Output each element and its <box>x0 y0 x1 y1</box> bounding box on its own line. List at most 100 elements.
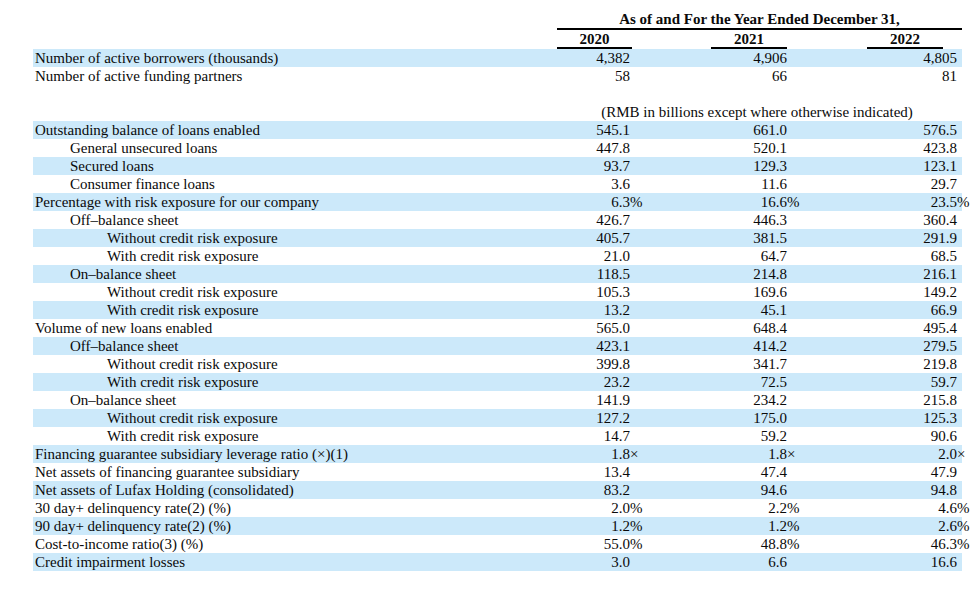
table-row: With credit risk exposure23.272.559.7 <box>33 373 962 391</box>
year-column-header-2020-cell: 2020 <box>557 30 630 49</box>
table-header-years-row: 2020 2021 2022 <box>33 30 962 49</box>
table-row: Net assets of Lufax Holding (consolidate… <box>33 481 962 499</box>
value-2020: 565.0 <box>557 319 630 337</box>
row-label: Credit impairment losses <box>33 553 557 571</box>
table-row: Secured loans93.7129.3123.1 <box>33 157 962 175</box>
row-label: Consumer finance loans <box>33 175 557 193</box>
value-2022: 29.7 <box>787 175 957 193</box>
period-header: As of and For the Year Ended December 31… <box>557 11 962 30</box>
row-label: Net assets of financing guarantee subsid… <box>33 463 557 481</box>
value-2020: 13.2 <box>557 301 630 319</box>
value-2021: 2.2% <box>630 499 787 517</box>
row-label: With credit risk exposure <box>33 427 557 445</box>
unit-note: (RMB in billions except where otherwise … <box>557 103 957 121</box>
value-2020: 545.1 <box>557 121 630 139</box>
value-2020: 3.6 <box>557 175 630 193</box>
table-row: General unsecured loans447.8520.1423.8 <box>33 139 962 157</box>
value-2021: 1.2% <box>630 517 787 535</box>
value-2020: 1.2% <box>557 517 630 535</box>
value-2020: 93.7 <box>557 157 630 175</box>
value-2021: 6.6 <box>630 553 787 571</box>
value-2021: 446.3 <box>630 211 787 229</box>
table-row: Off–balance sheet426.7446.3360.4 <box>33 211 962 229</box>
value-2022: 59.7 <box>787 373 957 391</box>
row-label: 30 day+ delinquency rate(2) (%) <box>33 499 557 517</box>
row-label: With credit risk exposure <box>33 373 557 391</box>
year-column-header-2022-cell: 2022 <box>787 30 962 49</box>
value-2020: 3.0 <box>557 553 630 571</box>
table-row: Financing guarantee subsidiary leverage … <box>33 445 962 463</box>
table-header-period-row: As of and For the Year Ended December 31… <box>33 11 962 30</box>
value-2021: 1.8× <box>630 445 787 463</box>
value-2020: 14.7 <box>557 427 630 445</box>
row-label: Outstanding balance of loans enabled <box>33 121 557 139</box>
value-2022: 215.8 <box>787 391 957 409</box>
value-2020: 58 <box>557 67 630 85</box>
value-2022: 423.8 <box>787 139 957 157</box>
value-2022: 2.6% <box>787 517 957 535</box>
value-2021: 169.6 <box>630 283 787 301</box>
row-label: Without credit risk exposure <box>33 409 557 427</box>
table-row: With credit risk exposure13.245.166.9 <box>33 301 962 319</box>
value-2021: 47.4 <box>630 463 787 481</box>
value-2020: 399.8 <box>557 355 630 373</box>
row-label: Cost-to-income ratio(3) (%) <box>33 535 557 553</box>
table-row: Number of active funding partners586681 <box>33 67 962 85</box>
value-2022: 94.8 <box>787 481 957 499</box>
table-row: With credit risk exposure14.759.290.6 <box>33 427 962 445</box>
row-label: Number of active borrowers (thousands) <box>33 49 557 67</box>
value-2022: 23.5% <box>787 193 957 211</box>
value-2021: 11.6 <box>630 175 787 193</box>
spacer-row <box>33 85 962 103</box>
value-2021: 175.0 <box>630 409 787 427</box>
value-2022: 125.3 <box>787 409 957 427</box>
financial-metrics-table-page: As of and For the Year Ended December 31… <box>0 0 979 593</box>
table: As of and For the Year Ended December 31… <box>33 0 962 571</box>
year-column-header-2020: 2020 <box>557 30 632 49</box>
row-label: Off–balance sheet <box>33 337 557 355</box>
row-label: Without credit risk exposure <box>33 283 557 301</box>
year-column-header-2021: 2021 <box>711 30 787 49</box>
value-2020: 423.1 <box>557 337 630 355</box>
value-2020: 141.9 <box>557 391 630 409</box>
value-2021: 234.2 <box>630 391 787 409</box>
row-label: On–balance sheet <box>33 391 557 409</box>
value-2020: 21.0 <box>557 247 630 265</box>
table-row: Percentage with risk exposure for our co… <box>33 193 962 211</box>
row-label: With credit risk exposure <box>33 247 557 265</box>
table-row: 30 day+ delinquency rate(2) (%)2.0%2.2%4… <box>33 499 962 517</box>
value-2020: 2.0% <box>557 499 630 517</box>
value-2021: 214.8 <box>630 265 787 283</box>
value-2021: 129.3 <box>630 157 787 175</box>
value-2021: 4,906 <box>630 49 787 67</box>
value-2020: 1.8× <box>557 445 630 463</box>
value-2022: 66.9 <box>787 301 957 319</box>
year-column-header-2021-cell: 2021 <box>630 30 787 49</box>
value-2022: 16.6 <box>787 553 957 571</box>
value-2020: 4,382 <box>557 49 630 67</box>
row-label: Without credit risk exposure <box>33 229 557 247</box>
value-2022: 46.3% <box>787 535 957 553</box>
table-row: Net assets of financing guarantee subsid… <box>33 463 962 481</box>
table-row: Number of active borrowers (thousands)4,… <box>33 49 962 67</box>
table-row: 90 day+ delinquency rate(2) (%)1.2%1.2%2… <box>33 517 962 535</box>
row-label: Net assets of Lufax Holding (consolidate… <box>33 481 557 499</box>
row-label: 90 day+ delinquency rate(2) (%) <box>33 517 557 535</box>
table-row: Without credit risk exposure127.2175.012… <box>33 409 962 427</box>
value-2022: 4,805 <box>787 49 957 67</box>
row-label: Secured loans <box>33 157 557 175</box>
table-row: Without credit risk exposure105.3169.614… <box>33 283 962 301</box>
value-2020: 6.3% <box>557 193 630 211</box>
value-2020: 426.7 <box>557 211 630 229</box>
table-row: Volume of new loans enabled565.0648.4495… <box>33 319 962 337</box>
table-row: Credit impairment losses3.06.616.6 <box>33 553 962 571</box>
value-2021: 381.5 <box>630 229 787 247</box>
value-2022: 2.0× <box>787 445 957 463</box>
unit-note-row: (RMB in billions except where otherwise … <box>33 103 962 121</box>
value-2021: 64.7 <box>630 247 787 265</box>
value-2020: 447.8 <box>557 139 630 157</box>
table-row: With credit risk exposure21.064.768.5 <box>33 247 962 265</box>
table-row: Off–balance sheet423.1414.2279.5 <box>33 337 962 355</box>
row-label: Off–balance sheet <box>33 211 557 229</box>
value-2020: 83.2 <box>557 481 630 499</box>
